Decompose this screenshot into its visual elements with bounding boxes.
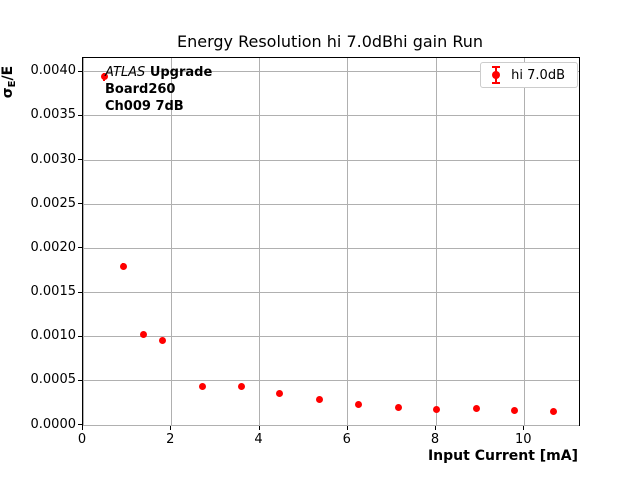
- y-tick-mark: [78, 114, 82, 116]
- y-tick-label: 0.0000: [30, 416, 77, 432]
- x-tick-label: 4: [254, 432, 263, 447]
- y-tick-mark: [78, 335, 82, 337]
- y-tick-mark: [78, 203, 82, 205]
- x-axis-label: Input Current [mA]: [427, 448, 578, 464]
- y-gridline: [83, 159, 579, 161]
- x-tick-label: 2: [166, 432, 175, 447]
- y-gridline: [83, 336, 579, 338]
- y-tick-mark: [78, 159, 82, 161]
- y-axis-label: σE/E: [0, 47, 18, 117]
- x-gridline: [259, 58, 260, 425]
- x-gridline: [82, 58, 84, 425]
- y-tick-mark: [78, 424, 82, 425]
- x-tick-label: 10: [514, 432, 532, 447]
- data-point: [139, 331, 147, 339]
- y-tick-label: 0.0015: [30, 284, 77, 299]
- data-point: [511, 407, 519, 415]
- annotation-line3: Ch009 7dB: [105, 99, 184, 114]
- x-tick-label: 8: [430, 432, 440, 447]
- x-tick-mark: [82, 426, 83, 430]
- data-point: [119, 262, 127, 270]
- y-axis-label-rest: /E: [0, 65, 16, 81]
- x-tick-label: 0: [77, 432, 87, 447]
- data-point: [433, 406, 441, 414]
- y-tick-label: 0.0020: [30, 239, 77, 255]
- plot-area: [82, 57, 580, 426]
- data-point: [354, 400, 362, 408]
- y-tick-mark: [78, 247, 82, 249]
- y-tick-mark: [78, 70, 82, 72]
- y-tick-label: 0.0035: [30, 107, 77, 123]
- chart-title: Energy Resolution hi 7.0dBhi gain Run: [176, 32, 484, 51]
- y-tick-label: 0.0030: [30, 151, 77, 167]
- y-axis-label-subscript: E: [7, 80, 18, 88]
- y-gridline: [83, 71, 579, 73]
- legend: hi 7.0dB: [480, 62, 578, 88]
- data-point: [550, 407, 558, 415]
- data-point: [472, 404, 480, 412]
- y-gridline: [83, 115, 579, 117]
- y-tick-label: 0.0010: [30, 328, 77, 344]
- data-point: [276, 389, 284, 397]
- data-point: [316, 395, 324, 403]
- y-gridline: [83, 247, 579, 249]
- annotation-line2: Board260: [105, 82, 176, 97]
- x-tick-mark: [523, 426, 525, 430]
- y-tick-label: 0.0040: [30, 63, 77, 79]
- y-tick-label: 0.0025: [30, 195, 77, 211]
- data-point: [395, 404, 403, 412]
- y-gridline: [83, 424, 579, 426]
- x-tick-mark: [258, 426, 260, 430]
- x-gridline: [347, 58, 349, 425]
- data-point: [159, 336, 167, 344]
- legend-label: hi 7.0dB: [511, 67, 565, 83]
- data-point: [238, 383, 246, 391]
- y-gridline: [83, 292, 579, 293]
- x-gridline: [523, 58, 525, 425]
- data-point: [100, 73, 108, 81]
- x-gridline: [170, 58, 172, 425]
- y-gridline: [83, 203, 579, 205]
- annotation-line1: ATLAS Upgrade: [105, 64, 212, 81]
- y-axis-label-sigma: σ: [0, 87, 16, 99]
- x-tick-mark: [346, 426, 348, 430]
- x-tick-label: 6: [342, 432, 351, 447]
- y-tick-mark: [78, 379, 82, 381]
- data-point: [198, 382, 206, 390]
- annotation: ATLAS Upgrade Board260 Ch009 7dB: [105, 64, 212, 115]
- x-tick-mark: [435, 426, 437, 430]
- annotation-atlas: ATLAS: [105, 65, 146, 80]
- annotation-upgrade: Upgrade: [149, 65, 213, 80]
- x-tick-mark: [170, 426, 172, 430]
- x-gridline: [435, 58, 437, 425]
- y-tick-label: 0.0005: [30, 372, 77, 388]
- y-tick-mark: [78, 291, 82, 293]
- legend-errorbar-icon: [490, 66, 502, 84]
- y-gridline: [83, 380, 579, 382]
